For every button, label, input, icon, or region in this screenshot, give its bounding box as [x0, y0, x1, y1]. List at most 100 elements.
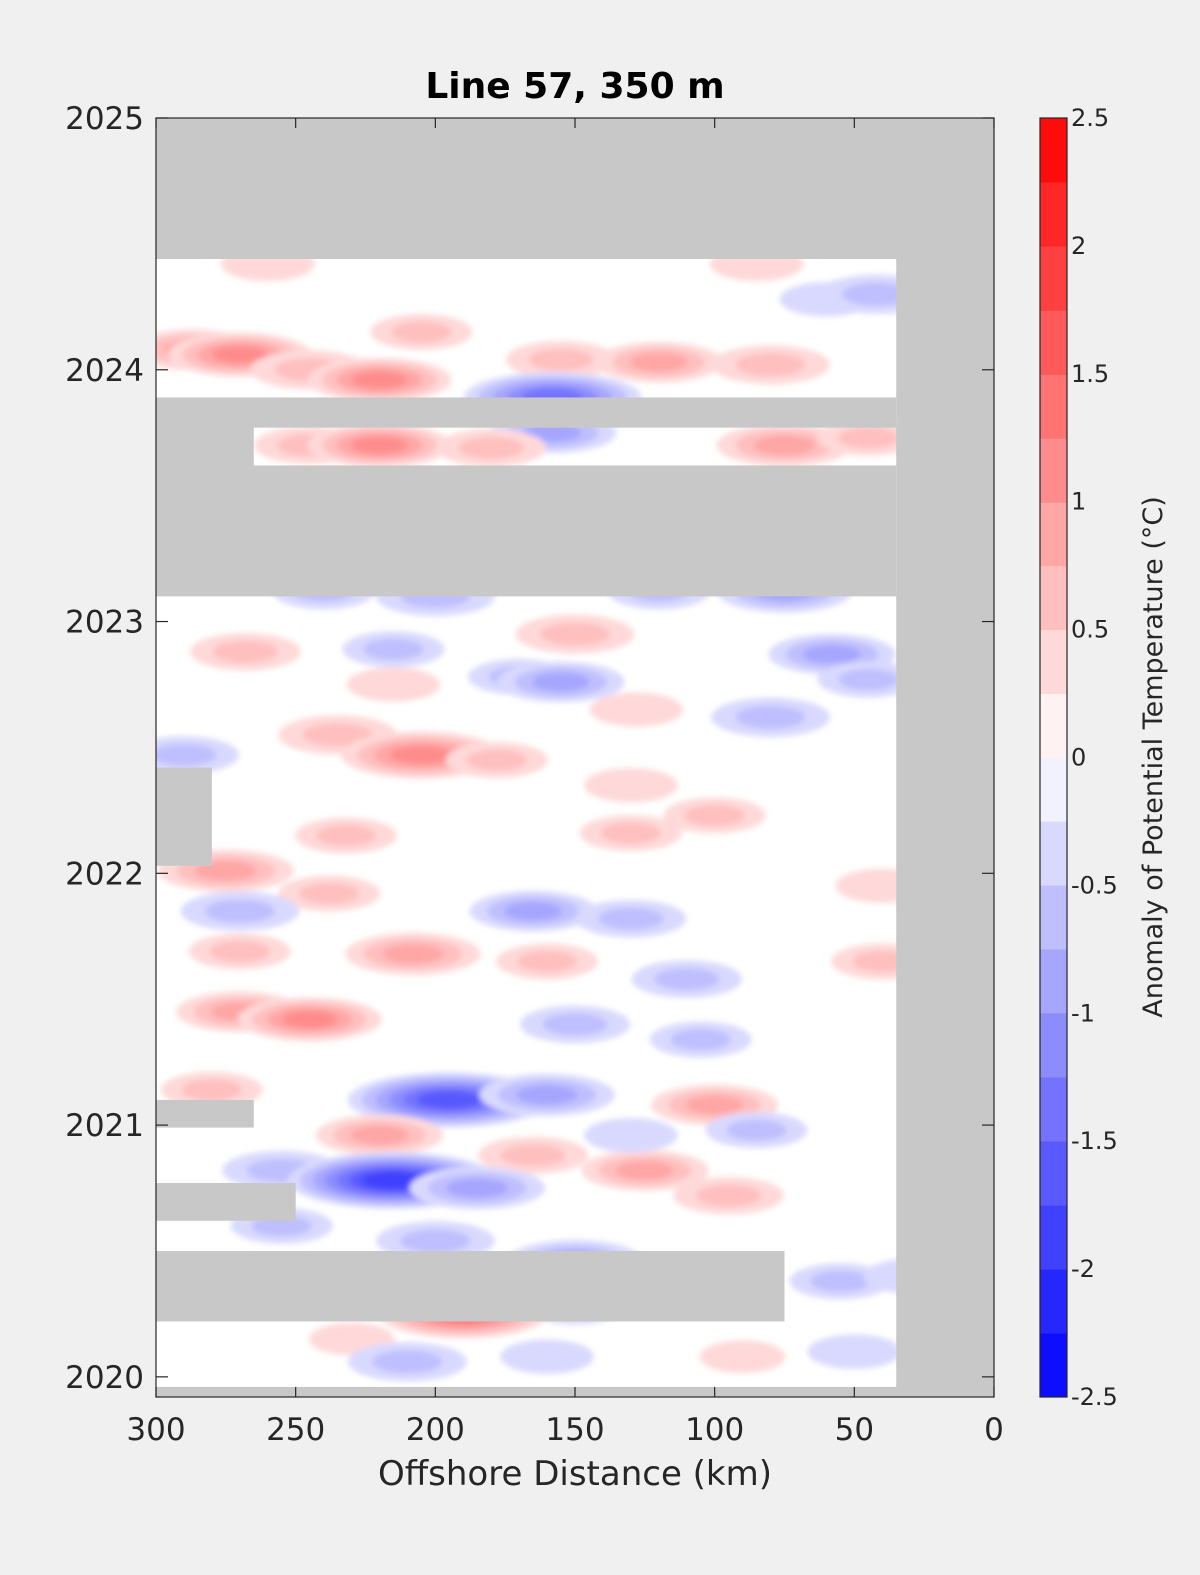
anomaly-feature [342, 631, 445, 668]
anomaly-feature [307, 423, 452, 468]
contour-level [753, 435, 816, 455]
no-data-region [156, 118, 994, 259]
anomaly-feature [711, 697, 830, 737]
anomaly-feature [445, 742, 548, 779]
colorbar-tick-label: -0.5 [1071, 871, 1118, 899]
anomaly-feature [519, 1005, 631, 1044]
contour-level [372, 1350, 443, 1374]
colorbar-tick-label: 2 [1071, 232, 1086, 260]
colorbar-tick-label: 2.5 [1071, 104, 1109, 132]
anomaly-feature [581, 1150, 709, 1191]
anomaly-features [156, 246, 957, 1382]
contour-level [685, 1095, 744, 1115]
anomaly-feature [348, 1342, 467, 1382]
contour-level [362, 1172, 425, 1189]
colorbar-band [1040, 1333, 1067, 1398]
anomaly-feature [180, 891, 300, 931]
anomaly-feature [673, 1176, 784, 1215]
colorbar-band [1040, 629, 1067, 695]
colorbar-band [1040, 1077, 1067, 1142]
anomaly-feature [505, 340, 617, 379]
colorbar-tick-label: 1 [1071, 488, 1086, 516]
contour-level [584, 767, 678, 803]
colorbar-band [1040, 181, 1067, 247]
no-data-region [156, 465, 897, 597]
contour-level [523, 423, 582, 442]
anomaly-feature [477, 1136, 589, 1175]
contour-level [500, 1339, 594, 1374]
anomaly-feature [496, 943, 599, 980]
anomaly-feature [469, 890, 597, 932]
contour-level [302, 723, 373, 747]
contour-level [382, 944, 444, 964]
x-axis-label: Offshore Distance (km) [378, 1454, 772, 1494]
contour-level [539, 622, 611, 646]
no-data-region [156, 1182, 296, 1221]
anomaly-feature [237, 997, 382, 1042]
colorbar-band [1040, 565, 1067, 631]
anomaly-feature [307, 357, 452, 402]
colorbar-band [1040, 885, 1067, 950]
contour-level [156, 743, 217, 767]
anomaly-feature [315, 1114, 444, 1156]
contour-level [446, 1178, 508, 1198]
no-data-regions [156, 118, 994, 1397]
anomaly-feature [375, 1221, 495, 1261]
colorbar-band [1040, 1269, 1067, 1334]
contour-level [838, 427, 899, 449]
contour-level [516, 950, 578, 973]
contour-level [181, 1079, 242, 1101]
x-tick-label: 200 [406, 1412, 465, 1448]
y-tick-label: 2024 [65, 353, 144, 389]
contour-level [696, 1184, 762, 1207]
x-tick-label: 100 [685, 1412, 744, 1448]
anomaly-feature [156, 736, 240, 774]
colorbar-band [1040, 118, 1067, 183]
contour-level [598, 907, 664, 930]
colorbar-band [1040, 437, 1067, 503]
y-tick-label: 2025 [65, 101, 144, 137]
anomaly-feature [370, 314, 473, 351]
anomaly-feature [631, 960, 742, 998]
contour-level [629, 352, 688, 372]
contour-level [204, 899, 275, 923]
y-tick-label: 2023 [65, 605, 144, 641]
colorbar-label: Anomaly of Potential Temperature (°C) [1138, 496, 1169, 1018]
anomaly-feature [584, 767, 678, 803]
contour-level [589, 692, 684, 727]
colorbar-band [1040, 1141, 1067, 1206]
anomaly-feature [294, 817, 397, 854]
anomaly-feature [649, 1021, 752, 1058]
colorbar-band [1040, 757, 1067, 822]
contour-level [390, 745, 453, 765]
anomaly-feature [500, 1339, 594, 1374]
contour-level [838, 668, 899, 691]
anomaly-feature [160, 1071, 263, 1108]
contour-level [315, 824, 377, 847]
anomaly-feature [345, 932, 481, 976]
contour-level [212, 640, 278, 663]
contour-level [500, 1144, 566, 1167]
contour-level [299, 882, 360, 905]
anomaly-feature [700, 1340, 786, 1374]
contour-level [810, 1270, 871, 1292]
contour-level [212, 346, 268, 364]
contour-level [807, 1334, 902, 1369]
anomaly-feature [817, 661, 920, 698]
contour-level [654, 967, 720, 991]
contour-level [735, 353, 806, 377]
x-tick-label: 250 [266, 1412, 325, 1448]
colorbar-tick-label: -2 [1071, 1255, 1095, 1283]
contour-level [803, 645, 861, 664]
contour-level [584, 1117, 678, 1153]
colorbar-tick-label: -1 [1071, 999, 1095, 1027]
anomaly-feature [515, 614, 635, 654]
no-data-region [156, 1250, 785, 1322]
contour-level [542, 1013, 608, 1036]
colorbar-tick-label: 0.5 [1071, 616, 1109, 644]
anomaly-feature [589, 692, 684, 727]
contour-level [458, 436, 524, 459]
contour-level [841, 282, 912, 306]
axes: 300 250 200 150 100 50 0 2025 2024 2023 2022 2021 20… [65, 101, 1004, 1448]
